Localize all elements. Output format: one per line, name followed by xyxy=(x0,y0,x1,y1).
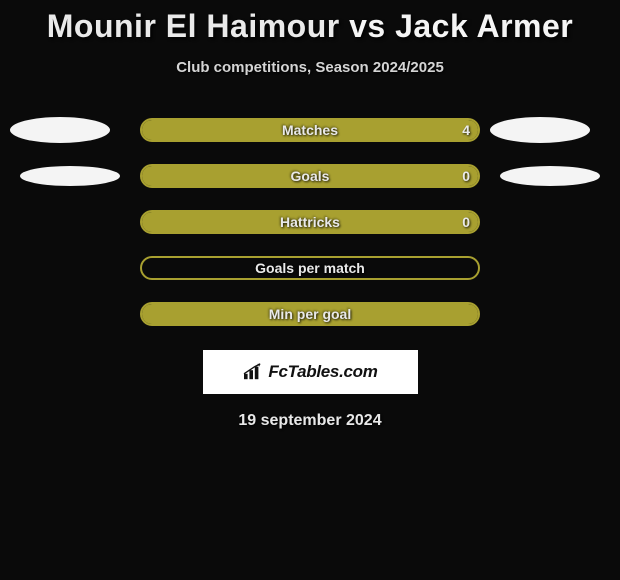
stat-label: Hattricks xyxy=(280,214,340,230)
player1-name: Mounir El Haimour xyxy=(47,8,340,44)
right-ellipse-icon xyxy=(500,166,600,186)
site-logo: FcTables.com xyxy=(203,350,418,394)
left-ellipse-icon xyxy=(10,117,110,143)
left-ellipse-icon xyxy=(20,166,120,186)
stat-value-right: 0 xyxy=(462,168,470,184)
stat-label: Goals per match xyxy=(255,260,365,276)
right-ellipse-icon xyxy=(490,117,590,143)
stat-value-right: 0 xyxy=(462,214,470,230)
stat-rows: Matches 4 Goals 0 Hattricks 0 Goals per match M… xyxy=(0,118,620,326)
stat-label: Matches xyxy=(282,122,338,138)
stat-row: Goals 0 xyxy=(0,164,620,188)
stat-label: Min per goal xyxy=(269,306,351,322)
stat-row: Min per goal xyxy=(0,302,620,326)
comparison-title: Mounir El Haimour vs Jack Armer xyxy=(0,0,620,45)
stat-label: Goals xyxy=(291,168,330,184)
date-label: 19 september 2024 xyxy=(0,412,620,430)
player2-name: Jack Armer xyxy=(395,8,573,44)
bar-chart-icon xyxy=(242,363,264,381)
stat-row: Matches 4 xyxy=(0,118,620,142)
stat-row: Goals per match xyxy=(0,256,620,280)
subtitle: Club competitions, Season 2024/2025 xyxy=(0,59,620,76)
vs-label: vs xyxy=(349,8,386,44)
stat-row: Hattricks 0 xyxy=(0,210,620,234)
logo-text: FcTables.com xyxy=(268,362,377,382)
stat-value-right: 4 xyxy=(462,122,470,138)
